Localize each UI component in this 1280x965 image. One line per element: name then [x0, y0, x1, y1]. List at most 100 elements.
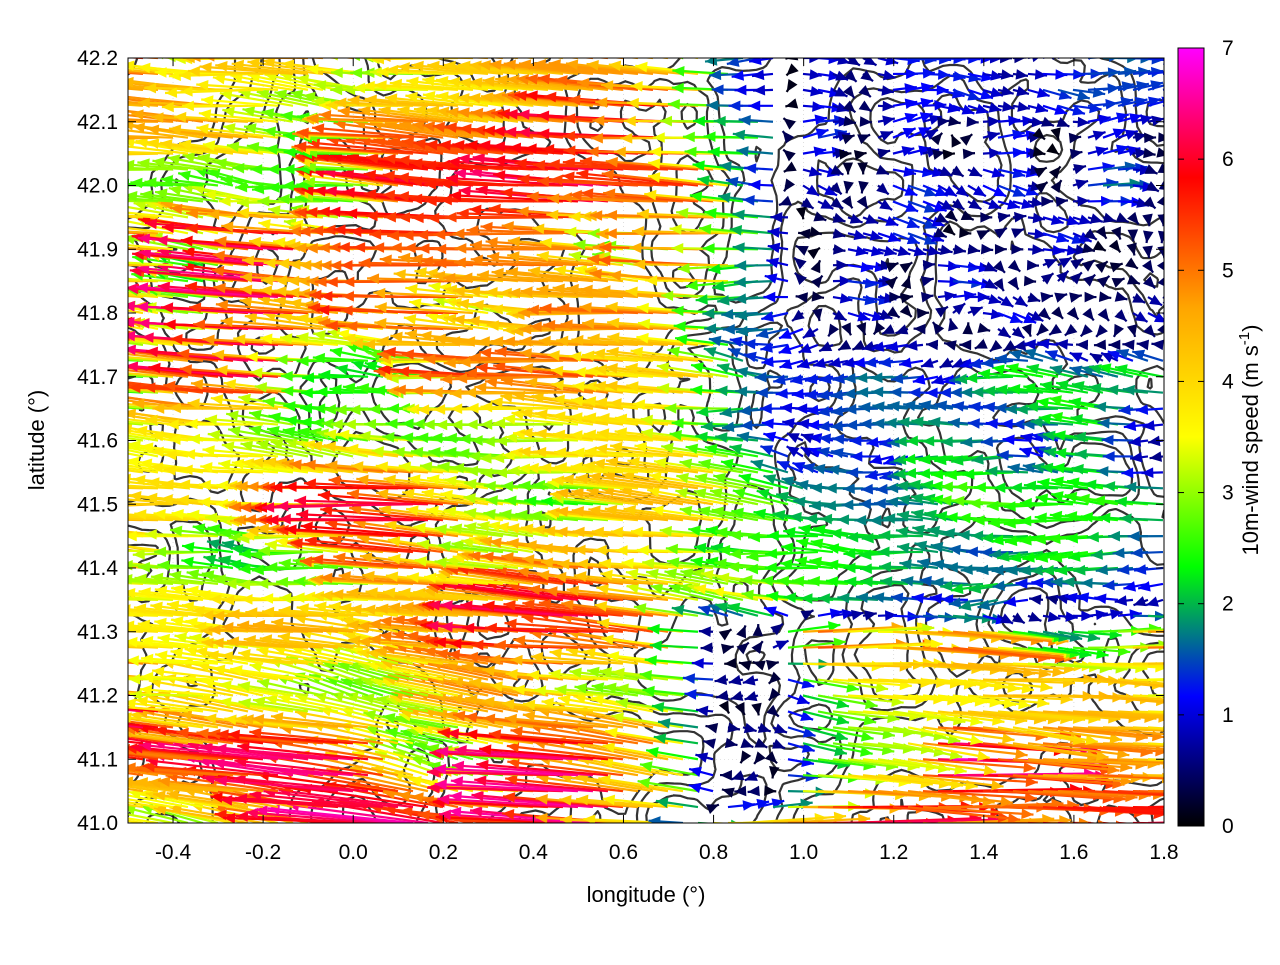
wind-vector — [7, 693, 143, 711]
wind-vector — [31, 540, 128, 552]
colorbar-tick-label: 3 — [1222, 482, 1234, 505]
wind-vector — [1103, 823, 1229, 839]
wind-vector — [1148, 800, 1275, 811]
y-tick-label: 42.2 — [77, 47, 118, 70]
wind-vector — [536, 45, 638, 58]
colorbar-label-superscript: -1 — [1236, 332, 1253, 345]
colorbar-tick-label: 4 — [1222, 370, 1234, 393]
wind-vector — [42, 148, 128, 159]
wind-vector — [75, 355, 128, 366]
colorbar-tick-label: 7 — [1222, 37, 1234, 60]
wind-vector — [638, 42, 712, 58]
wind-vector — [33, 590, 128, 601]
wind-vector — [441, 45, 533, 58]
wind-vector — [419, 46, 518, 58]
y-tick-label: 42.0 — [77, 175, 118, 198]
colorbar-tick-label: 0 — [1222, 815, 1234, 838]
wind-vector — [11, 651, 128, 663]
x-tick-label: 1.8 — [1149, 841, 1178, 864]
wind-vector — [269, 45, 368, 58]
x-tick-label: -0.2 — [245, 841, 281, 864]
wind-vector — [923, 823, 1031, 835]
wind-vector — [37, 93, 128, 106]
x-tick-label: 0.4 — [519, 841, 549, 864]
x-tick-label: 1.4 — [969, 841, 999, 864]
x-tick-label: 0.6 — [609, 841, 638, 864]
wind-vector — [29, 75, 128, 89]
y-tick-label: 41.0 — [77, 812, 118, 835]
y-tick-label: 41.2 — [77, 685, 118, 708]
wind-vector — [17, 275, 128, 286]
wind-vector — [1028, 823, 1150, 834]
wind-vector — [16, 663, 143, 679]
wind-vector — [1163, 116, 1178, 126]
wind-vector — [297, 48, 383, 59]
wind-vector — [388, 48, 488, 59]
colorbar-label-main: 10m-wind speed (m s — [1238, 345, 1263, 555]
colorbar-tick-label: 5 — [1222, 259, 1234, 282]
x-tick-label: -0.4 — [155, 841, 192, 864]
wind-vector — [571, 44, 668, 58]
wind-vector — [19, 774, 128, 791]
wind-vector — [893, 823, 1017, 838]
wind-vector — [114, 47, 188, 58]
wind-vector — [1058, 823, 1193, 838]
y-tick-label: 42.1 — [77, 111, 118, 134]
wind-vector — [24, 226, 128, 237]
wind-vector — [614, 40, 698, 58]
wind-vector — [58, 164, 128, 175]
y-tick-label: 41.4 — [77, 557, 118, 580]
wind-vector — [1163, 312, 1180, 322]
y-tick-label: 41.3 — [77, 621, 118, 644]
wind-vector — [14, 725, 143, 743]
x-tick-label: 1.2 — [879, 841, 908, 864]
y-axis-label: latitude (°) — [24, 390, 49, 491]
wind-vector — [28, 525, 128, 536]
x-tick-label: 1.0 — [789, 841, 818, 864]
wind-vector — [72, 402, 128, 413]
wind-vector — [592, 42, 683, 58]
wind-vector — [62, 335, 128, 346]
wind-vector — [0, 710, 128, 728]
wind-vector — [0, 662, 128, 680]
colorbar-tick-label: 6 — [1222, 148, 1234, 171]
wind-vector — [62, 416, 128, 427]
y-tick-label: 41.1 — [77, 748, 118, 771]
colorbar-tick-label: 2 — [1222, 593, 1234, 616]
wind-vector — [517, 45, 623, 58]
colorbar-label-close: ) — [1238, 325, 1263, 332]
wind-vector — [470, 44, 563, 58]
wind-vector — [1043, 823, 1174, 837]
y-tick-label: 41.9 — [77, 238, 118, 261]
wind-vector — [32, 607, 128, 618]
wind-vector — [1163, 771, 1251, 782]
wind-vector — [34, 224, 143, 235]
wind-vector — [35, 792, 128, 807]
wind-vector — [0, 727, 128, 744]
x-axis-label: longitude (°) — [587, 882, 706, 907]
x-tick-label: 0.8 — [699, 841, 728, 864]
x-tick-label: 0.2 — [429, 841, 458, 864]
wind-vector — [1148, 814, 1280, 825]
y-tick-label: 41.8 — [77, 302, 118, 325]
wind-vector — [459, 44, 548, 58]
wind-vector — [785, 50, 798, 60]
wind-vector — [475, 44, 578, 58]
colorbar-tick-label: 1 — [1222, 704, 1234, 727]
wind-vector — [233, 45, 338, 58]
x-tick-label: 0.0 — [339, 841, 368, 864]
wind-vector — [553, 45, 653, 58]
wind-vector — [138, 47, 203, 58]
wind-vector — [32, 132, 128, 143]
wind-vector — [30, 287, 128, 298]
x-tick-label: 1.6 — [1059, 841, 1088, 864]
y-tick-label: 41.5 — [77, 493, 118, 516]
colorbar-label: 10m-wind speed (m s-1) — [1236, 325, 1263, 556]
y-tick-label: 41.7 — [77, 366, 118, 389]
wind-vector — [40, 211, 128, 222]
wind-vector — [498, 44, 608, 58]
wind-vector — [33, 651, 143, 664]
wind-vector — [38, 458, 128, 472]
wind-vector — [908, 823, 1023, 840]
